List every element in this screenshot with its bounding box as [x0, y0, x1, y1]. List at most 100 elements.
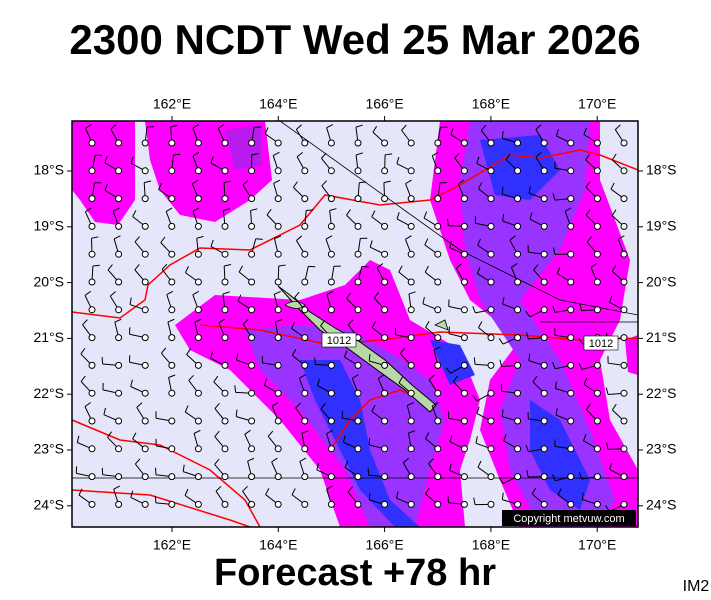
barb-feather [274, 235, 282, 240]
station [593, 167, 601, 175]
station [248, 500, 256, 508]
barb-feather [473, 357, 476, 365]
station [381, 445, 389, 453]
station [301, 389, 309, 397]
barb-feather [104, 183, 108, 191]
station [514, 250, 522, 258]
barb-feather [325, 235, 333, 240]
station [354, 417, 362, 425]
station [487, 417, 495, 425]
barb-feather [614, 124, 621, 130]
station [194, 417, 202, 425]
barb-feather [369, 240, 373, 248]
lat-label: 19°S [646, 218, 677, 234]
barb-feather [346, 292, 351, 299]
barb-feather [271, 457, 278, 463]
barb-feather [552, 305, 556, 313]
barb-feather [605, 387, 609, 395]
station [115, 473, 123, 481]
station [221, 445, 229, 453]
station [567, 334, 575, 342]
barb-feather [425, 487, 430, 495]
station [434, 306, 442, 314]
barb-feather [398, 376, 403, 384]
barb-feather [244, 429, 251, 435]
barb-feather [186, 348, 191, 355]
barb-feather [371, 404, 376, 412]
barb-feather [242, 485, 248, 492]
station [434, 361, 442, 369]
barb-feather [293, 181, 298, 188]
barb-feather [502, 214, 505, 222]
station [194, 167, 202, 175]
title: 2300 NCDT Wed 25 Mar 2026 [69, 16, 640, 63]
station [407, 195, 415, 203]
barb-feather [167, 318, 175, 323]
map-area: 1012 1012 Copyright metvuw.com [72, 121, 638, 527]
station [381, 389, 389, 397]
station [620, 195, 628, 203]
lat-label: 21°S [33, 329, 64, 345]
barb-feather [503, 434, 507, 442]
station [194, 250, 202, 258]
barb-feather [224, 263, 232, 267]
barb-feather [321, 180, 327, 187]
station [487, 195, 495, 203]
barb-feather [428, 458, 434, 464]
station [540, 139, 548, 147]
barb-feather [556, 266, 561, 274]
barb-feather [101, 356, 104, 365]
barb-feather [134, 458, 141, 465]
barb-feather [579, 303, 582, 311]
station [354, 278, 362, 286]
barb-feather [132, 432, 137, 440]
barb-feather [326, 485, 334, 490]
station [620, 361, 628, 369]
station [620, 167, 628, 175]
barb-feather [509, 235, 516, 241]
barb-feather [223, 180, 231, 184]
barb-feather [278, 264, 286, 267]
barb-feather [222, 291, 230, 295]
station [381, 361, 389, 369]
station [514, 361, 522, 369]
station [593, 473, 601, 481]
station [274, 278, 282, 286]
barb-feather [476, 406, 480, 414]
barb-feather [113, 235, 121, 240]
station [88, 445, 96, 453]
barb-feather [192, 207, 200, 212]
station [274, 139, 282, 147]
barb-feather [192, 124, 200, 129]
station [381, 306, 389, 314]
barb-feather [399, 347, 406, 354]
station [354, 167, 362, 175]
station [540, 306, 548, 314]
barb-feather [301, 430, 309, 434]
station [567, 500, 575, 508]
barb-feather [473, 497, 476, 505]
lon-label: 166°E [365, 96, 403, 112]
station [168, 250, 176, 258]
station [168, 417, 176, 425]
station [620, 334, 628, 342]
station [514, 473, 522, 481]
station [354, 389, 362, 397]
station [168, 167, 176, 175]
station [381, 417, 389, 425]
station [487, 250, 495, 258]
station [381, 195, 389, 203]
barb-feather [551, 474, 556, 481]
station [248, 222, 256, 230]
station [567, 389, 575, 397]
barb-feather [368, 437, 371, 445]
station [115, 195, 123, 203]
barb-feather [347, 486, 354, 493]
station [301, 278, 309, 286]
station [221, 222, 229, 230]
station [115, 445, 123, 453]
station [274, 389, 282, 397]
barb-feather [511, 263, 518, 268]
barb-feather [525, 444, 529, 452]
station [248, 195, 256, 203]
